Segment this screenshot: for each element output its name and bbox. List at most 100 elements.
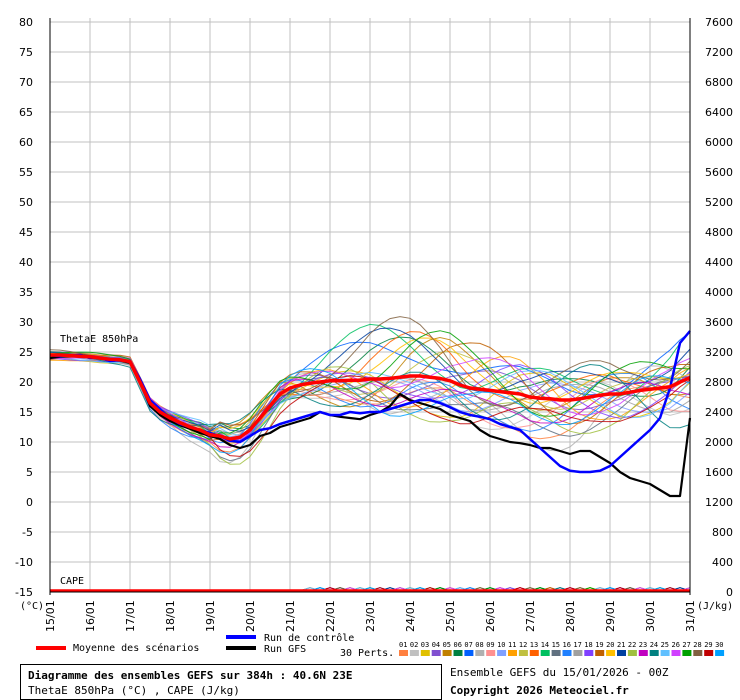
perturbation-id-label: 30 — [715, 641, 723, 649]
legend-control-label: Run de contrôle — [264, 632, 354, 644]
control-series-line — [49, 330, 691, 474]
y-tick-label-right: 6400 — [705, 106, 733, 119]
perturbation-id-label: 24 — [650, 641, 658, 649]
perturbation-id-label: 05 — [443, 641, 451, 649]
perturbation-swatch — [409, 650, 419, 656]
perturbation-swatch — [453, 650, 463, 656]
y-tick-label-left: 5 — [26, 466, 33, 479]
perturbation-id-label: 03 — [421, 641, 429, 649]
perturbation-swatch — [671, 650, 681, 656]
perturbation-swatch — [627, 650, 637, 656]
perturbation-swatch — [518, 650, 528, 656]
perturbation-line — [49, 351, 691, 429]
y-tick-label-right: 2800 — [705, 376, 733, 389]
panel-label-cape: CAPE — [60, 576, 84, 587]
perturbation-swatch — [442, 650, 452, 656]
y-tick-label-left: 0 — [26, 496, 33, 509]
perturbation-swatch — [617, 650, 626, 656]
footer-copyright: Copyright 2026 Meteociel.fr — [450, 684, 629, 697]
y-tick-label-left: -15 — [15, 586, 33, 599]
y-tick-label-right: 800 — [712, 526, 733, 539]
perturbation-swatch — [497, 650, 507, 656]
x-tick-label: 31/01 — [684, 600, 697, 632]
perturbation-swatch — [606, 650, 616, 656]
perturbation-swatch — [399, 650, 408, 656]
y-tick-label-right: 3600 — [705, 316, 733, 329]
perturbation-id-label: 17 — [573, 641, 581, 649]
y-tick-label-right: 0 — [726, 586, 733, 599]
legend-mean-label: Moyenne des scénarios — [73, 642, 199, 654]
y-tick-label-left: 65 — [19, 106, 33, 119]
y-tick-label-left: 25 — [19, 346, 33, 359]
y-tick-label-left: 15 — [19, 406, 33, 419]
x-tick-label: 20/01 — [244, 600, 257, 632]
x-tick-label: 30/01 — [644, 600, 657, 632]
y-tick-label-left: 20 — [19, 376, 33, 389]
x-tick-label: 23/01 — [364, 600, 377, 632]
x-tick-label: 15/01 — [44, 600, 57, 632]
perturbation-id-label: 23 — [639, 641, 647, 649]
y-axis-unit-left: (°C) — [20, 601, 44, 612]
y-tick-label-left: 30 — [19, 316, 33, 329]
perturbation-swatch — [595, 650, 605, 656]
x-tick-label: 28/01 — [564, 600, 577, 632]
perturbation-id-label: 15 — [552, 641, 560, 649]
perturbation-swatch — [540, 650, 550, 656]
y-tick-label-left: 50 — [19, 196, 33, 209]
perturbation-swatch — [649, 650, 659, 656]
y-tick-label-left: -5 — [22, 526, 33, 539]
legend-gfs-label: Run GFS — [264, 644, 306, 655]
perturbation-swatch — [660, 650, 670, 656]
perturbation-id-label: 10 — [497, 641, 505, 649]
x-tick-label: 21/01 — [284, 600, 297, 632]
y-tick-label-right: 3200 — [705, 346, 733, 359]
perturbation-swatch — [475, 650, 485, 656]
perturbation-id-label: 27 — [682, 641, 690, 649]
perturbation-swatch — [638, 650, 648, 656]
footer-subtitle: ThetaE 850hPa (°C) , CAPE (J/kg) — [28, 684, 240, 697]
perturbation-id-label: 19 — [595, 641, 603, 649]
y-tick-label-left: 80 — [19, 16, 33, 29]
grid-lines — [49, 18, 691, 593]
y-tick-label-left: 35 — [19, 286, 33, 299]
x-tick-label: 18/01 — [164, 600, 177, 632]
y-tick-label-left: 60 — [19, 136, 33, 149]
perturbation-swatch — [431, 650, 441, 656]
perturbation-swatch — [704, 650, 714, 656]
legend: Moyenne des scénarios Run de contrôle Ru… — [36, 632, 725, 659]
perturbation-id-label: 11 — [508, 641, 516, 649]
legend-perts-label: 30 Perts. — [340, 648, 394, 659]
y-tick-label-right: 4000 — [705, 286, 733, 299]
perturbation-swatch — [420, 650, 430, 656]
x-tick-label: 19/01 — [204, 600, 217, 632]
cape-panel — [50, 587, 691, 593]
perturbation-swatch — [584, 650, 594, 656]
perturbation-id-label: 13 — [530, 641, 538, 649]
perturbation-swatch — [529, 650, 539, 656]
footer-title: Diagramme des ensembles GEFS sur 384h : … — [28, 669, 353, 682]
perturbation-id-label: 08 — [475, 641, 483, 649]
perturbation-id-label: 25 — [661, 641, 669, 649]
perturbation-swatch — [715, 650, 725, 656]
perturbation-id-label: 18 — [584, 641, 592, 649]
y-tick-label-right: 1600 — [705, 466, 733, 479]
perturbation-swatch — [508, 650, 517, 656]
main-series-lines — [49, 330, 692, 498]
x-tick-label: 25/01 — [444, 600, 457, 632]
panel-label-thetae: ThetaE 850hPa — [60, 334, 138, 345]
perturbation-id-label: 26 — [672, 641, 680, 649]
x-tick-label: 27/01 — [524, 600, 537, 632]
perturbation-id-label: 16 — [563, 641, 571, 649]
gfs-series-line — [49, 353, 692, 498]
y-tick-label-right: 7600 — [705, 16, 733, 29]
perturbation-swatch — [682, 650, 692, 656]
perturbation-id-label: 20 — [606, 641, 614, 649]
perturbation-id-label: 06 — [454, 641, 462, 649]
y-tick-label-right: 4400 — [705, 256, 733, 269]
perturbation-id-label: 12 — [519, 641, 527, 649]
x-tick-label: 22/01 — [324, 600, 337, 632]
perturbation-id-label: 04 — [432, 641, 440, 649]
perturbation-swatch — [464, 650, 474, 656]
